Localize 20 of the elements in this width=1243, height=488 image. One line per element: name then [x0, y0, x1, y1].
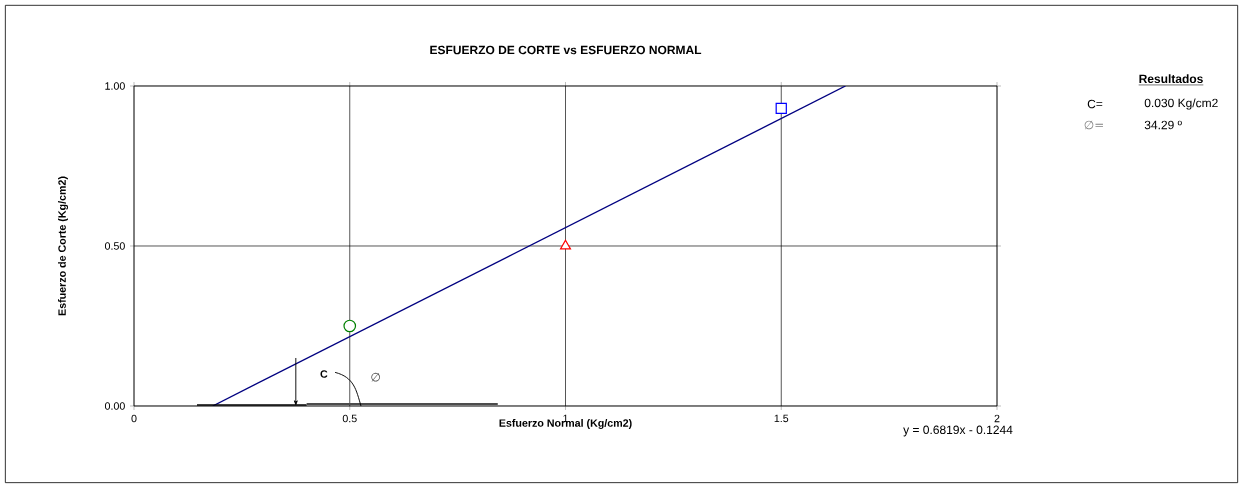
- text: C=: [1087, 99, 1103, 109]
- text: 34.29 º: [1144, 120, 1182, 130]
- x-tick-label: 0: [131, 414, 137, 423]
- annotation: C: [320, 370, 328, 378]
- text: ∅=: [1084, 120, 1103, 130]
- y-tick-label: 1.00: [105, 82, 125, 90]
- point: [775, 102, 787, 115]
- x-tick-label: 2: [994, 414, 1000, 423]
- annotation: ∅: [371, 372, 380, 382]
- y-tick-label: 0.50: [104, 242, 125, 250]
- y-axis-title: Esfuerzo de Corte (Kg/cm2): [58, 176, 69, 316]
- chart-title: ESFUERZO DE CORTE vs ESFUERZO NORMAL: [430, 45, 702, 55]
- text: 0.030 Kg/cm2: [1144, 98, 1218, 110]
- x-tick-label: 1.5: [774, 414, 789, 423]
- text: Resultados: [1139, 74, 1203, 84]
- text: y = 0.6819x - 0.1244: [903, 425, 1013, 437]
- point: [343, 319, 357, 333]
- point: [559, 239, 572, 250]
- y-tick-label: 0.00: [104, 402, 125, 410]
- x-tick-label: 0.5: [342, 414, 357, 423]
